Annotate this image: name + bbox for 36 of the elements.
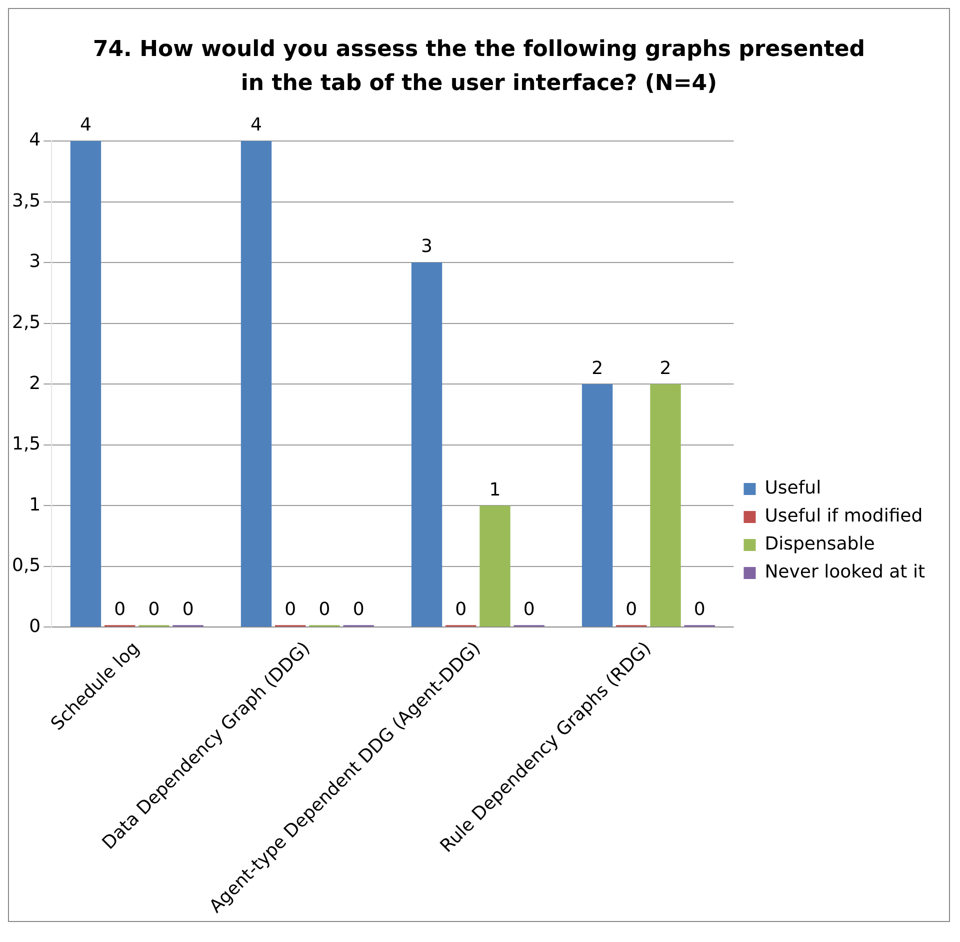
data-label: 2 xyxy=(660,358,672,379)
data-label: 0 xyxy=(455,598,467,620)
y-tick-label: 3,5 xyxy=(12,190,41,212)
bar xyxy=(411,262,442,627)
data-label: 0 xyxy=(182,598,194,620)
data-label: 3 xyxy=(421,236,432,258)
y-tick-label: 1,5 xyxy=(12,434,41,455)
chart-title: 74. How would you assess the the following graphs presented in the tab of the user interface? (N=4) xyxy=(92,36,866,98)
legend-label: Never looked at it xyxy=(764,562,926,583)
data-label: 0 xyxy=(626,598,638,620)
data-label: 0 xyxy=(114,598,126,620)
y-tick-label: 2 xyxy=(29,372,41,394)
data-label: 2 xyxy=(592,358,604,379)
bar xyxy=(582,384,613,627)
data-label: 0 xyxy=(352,598,364,620)
y-tick-label: 0 xyxy=(29,616,41,637)
bar xyxy=(240,141,272,627)
legend-label: Useful xyxy=(764,478,822,499)
data-label: 0 xyxy=(284,598,296,620)
legend-label: Dispensable xyxy=(764,534,875,555)
y-tick-label: 1 xyxy=(29,494,41,516)
data-label: 4 xyxy=(80,114,92,136)
data-label: 0 xyxy=(148,598,160,620)
data-label: 0 xyxy=(318,598,330,620)
data-label: 0 xyxy=(694,598,706,620)
y-tick-label: 4 xyxy=(29,130,41,151)
data-label: 0 xyxy=(523,598,535,620)
bar xyxy=(650,384,681,627)
bar xyxy=(480,506,510,627)
legend-label: Useful if modified xyxy=(764,506,923,527)
bar xyxy=(70,141,102,627)
y-tick-label: 0,5 xyxy=(12,555,41,576)
data-label: 4 xyxy=(250,114,262,136)
y-tick-label: 2,5 xyxy=(12,312,41,333)
y-tick-label: 3 xyxy=(29,251,41,272)
data-label: 1 xyxy=(489,479,501,500)
